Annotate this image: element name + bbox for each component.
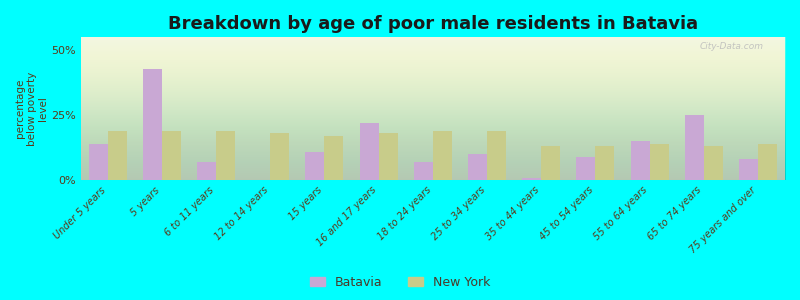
Bar bbox=[414, 162, 433, 180]
Bar bbox=[487, 131, 506, 180]
Bar bbox=[197, 162, 216, 180]
Bar bbox=[630, 141, 650, 180]
Bar bbox=[739, 159, 758, 180]
Title: Breakdown by age of poor male residents in Batavia: Breakdown by age of poor male residents … bbox=[168, 15, 698, 33]
Bar bbox=[306, 152, 325, 180]
Bar bbox=[162, 131, 181, 180]
Bar bbox=[704, 146, 722, 180]
Text: City-Data.com: City-Data.com bbox=[700, 42, 764, 51]
Bar bbox=[325, 136, 343, 180]
Bar bbox=[685, 115, 704, 180]
Bar bbox=[433, 131, 452, 180]
Legend: Batavia, New York: Batavia, New York bbox=[305, 271, 495, 294]
Bar bbox=[595, 146, 614, 180]
Bar bbox=[108, 131, 126, 180]
Bar bbox=[758, 144, 777, 180]
Bar bbox=[360, 123, 378, 180]
Bar bbox=[89, 144, 108, 180]
Bar bbox=[541, 146, 560, 180]
Bar bbox=[650, 144, 669, 180]
Bar bbox=[522, 178, 541, 180]
Bar bbox=[270, 134, 290, 180]
Bar bbox=[378, 134, 398, 180]
Bar bbox=[216, 131, 235, 180]
Y-axis label: percentage
below poverty
level: percentage below poverty level bbox=[15, 72, 48, 146]
Bar bbox=[576, 157, 595, 180]
Bar bbox=[468, 154, 487, 180]
Bar bbox=[143, 68, 162, 180]
